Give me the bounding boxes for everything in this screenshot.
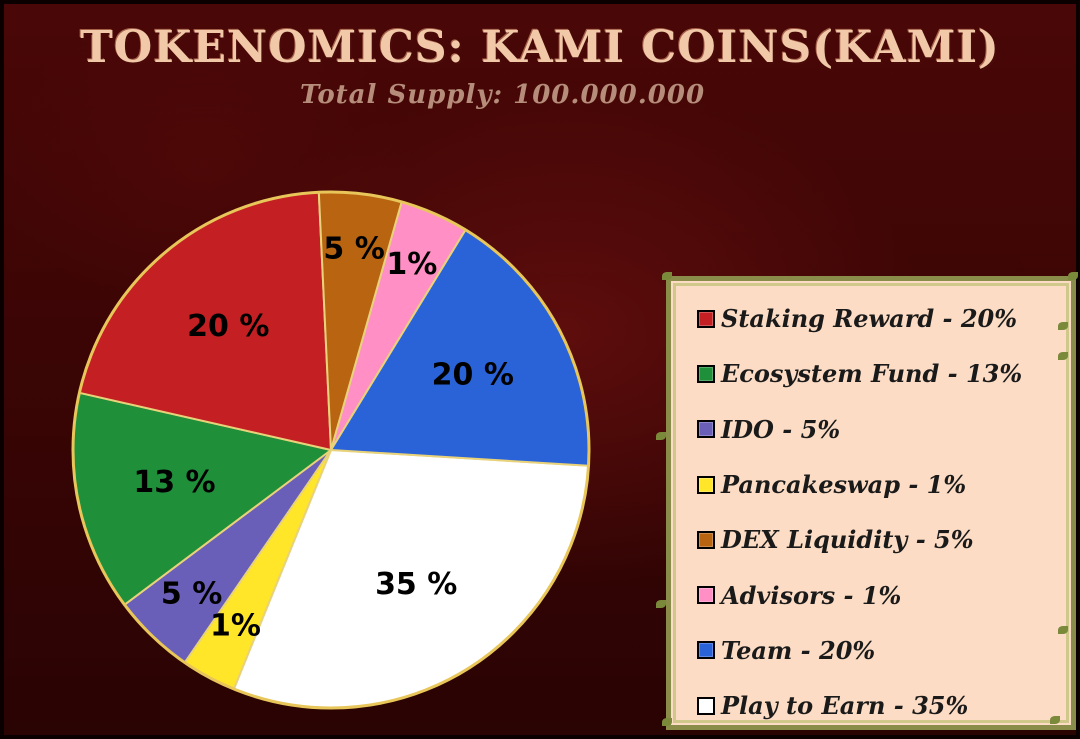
slice-label-staking-reward: 20 %	[187, 309, 269, 344]
legend-item: Pancakeswap - 1%	[697, 457, 1071, 512]
legend-item: Ecosystem Fund - 13%	[697, 346, 1071, 401]
legend-label: Team - 20%	[721, 635, 876, 665]
legend-item: Advisors - 1%	[697, 567, 1071, 622]
legend-swatch	[697, 309, 715, 328]
legend-swatch	[697, 420, 715, 439]
legend-label: Ecosystem Fund - 13%	[721, 359, 1023, 389]
slice-label-ecosystem-fund: 13 %	[133, 465, 215, 500]
pie-rim	[71, 190, 591, 710]
chart-subtitle: Total Supply: 100.000.000	[299, 80, 706, 110]
legend-swatch	[697, 641, 715, 660]
legend-swatch	[697, 696, 715, 715]
legend-swatch	[697, 586, 715, 605]
slice-label-advisors: 1%	[386, 247, 437, 282]
legend-label: Pancakeswap - 1%	[721, 470, 967, 500]
legend-label: Staking Reward - 20%	[721, 304, 1018, 334]
legend-label: Advisors - 1%	[721, 580, 902, 610]
legend-item: IDO - 5%	[697, 402, 1071, 457]
legend-item: DEX Liquidity - 5%	[697, 512, 1071, 567]
legend-item: Team - 20%	[697, 623, 1071, 678]
chart-title: TOKENOMICS: KAMI COINS(KAMI)	[80, 22, 1000, 73]
slice-label-play-to-earn: 35 %	[375, 567, 457, 602]
legend-label: Play to Earn - 35%	[721, 691, 969, 721]
legend: Staking Reward - 20% Ecosystem Fund - 13%…	[666, 276, 1076, 730]
legend-item: Staking Reward - 20%	[697, 291, 1071, 346]
legend-label: DEX Liquidity - 5%	[721, 525, 974, 555]
legend-swatch	[697, 364, 715, 383]
legend-item: Play to Earn - 35%	[697, 678, 1071, 733]
legend-swatch	[697, 475, 715, 494]
slice-label-team: 20 %	[432, 358, 514, 393]
legend-label: IDO - 5%	[721, 414, 841, 444]
slice-label-ido: 5 %	[161, 577, 222, 612]
slice-label-dex-liquidity: 5 %	[323, 232, 384, 267]
slice-label-pancakeswap: 1%	[210, 609, 261, 644]
legend-swatch	[697, 530, 715, 549]
